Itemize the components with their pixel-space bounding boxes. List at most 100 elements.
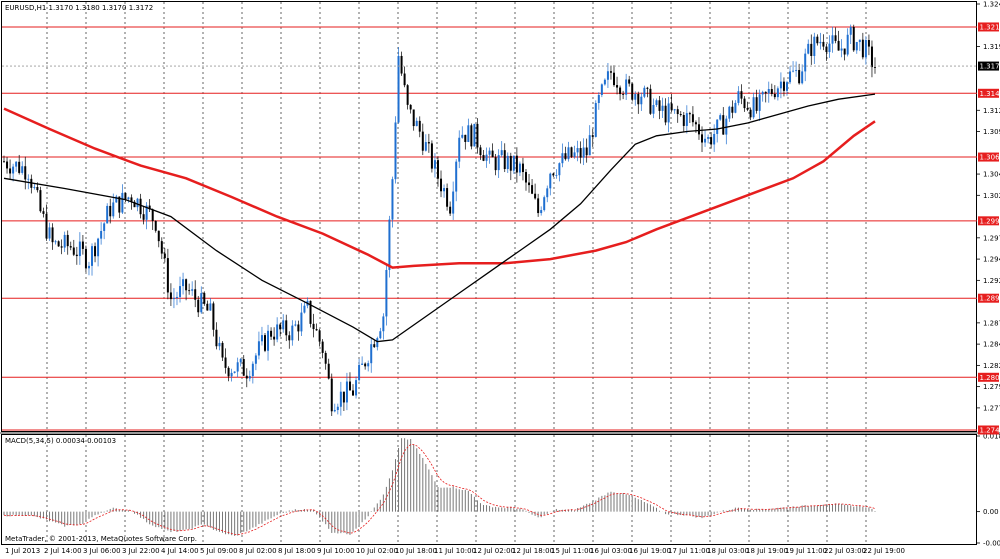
candle-body — [500, 150, 503, 156]
candle-body — [291, 325, 294, 341]
candle-body — [115, 196, 118, 203]
candle-body — [588, 135, 591, 156]
candle-body — [412, 109, 415, 127]
candle-body — [458, 137, 461, 162]
candle-body — [540, 210, 543, 214]
price-candles — [3, 24, 876, 416]
candle-body — [606, 71, 609, 80]
candle-body — [518, 163, 521, 173]
candle-body — [810, 43, 813, 56]
candle-body — [558, 163, 561, 176]
candle-body — [831, 35, 834, 44]
level-labels: 1.32181.31401.30651.29901.28991.28061.27… — [978, 22, 1000, 435]
candle-body — [731, 106, 734, 113]
candle-body — [628, 79, 631, 84]
candle-body — [136, 198, 139, 208]
candle-body — [273, 336, 276, 340]
x-tick-label: 8 Jul 02:00 — [239, 547, 277, 555]
candle-body — [616, 85, 619, 88]
y-tick-label: 1.3095 — [983, 128, 1000, 136]
macd-axis: 0.01843 0.00 -0.00764 — [977, 433, 1000, 548]
candle-body — [603, 79, 606, 85]
candle-body — [704, 138, 707, 143]
candle-body — [767, 89, 770, 94]
candle-body — [449, 206, 452, 214]
candle-body — [637, 94, 640, 105]
candle-body — [358, 364, 361, 381]
candle-body — [710, 137, 713, 145]
candle-body — [267, 330, 270, 351]
candle-body — [861, 39, 864, 58]
candle-body — [294, 324, 297, 326]
candle-body — [224, 357, 227, 368]
candle-body — [303, 305, 306, 313]
candle-body — [734, 102, 737, 113]
candle-body — [561, 153, 564, 164]
level-label-bg — [978, 293, 999, 303]
x-tick-label: 19 Jul 11:00 — [785, 547, 827, 555]
candle-body — [179, 286, 182, 297]
candle-body — [619, 87, 622, 95]
x-tick-label: 9 Jul 10:00 — [317, 547, 355, 555]
candle-body — [172, 298, 175, 300]
candle-body — [54, 241, 57, 243]
candle-body — [864, 40, 867, 58]
price-axis: 1.3245 1.3195 1.3120 1.3095 1.3045 1.3020 1.29… — [977, 1, 1000, 412]
x-tick-label: 16 Jul 19:00 — [629, 547, 671, 555]
level-label-bg — [978, 88, 999, 98]
candle-body — [576, 148, 579, 153]
x-tick-label: 12 Jul 02:00 — [473, 547, 515, 555]
candle-body — [555, 175, 558, 177]
candle-body — [197, 299, 200, 313]
candle-body — [436, 160, 439, 179]
macd-panel-frame — [1, 434, 977, 545]
candle-body — [652, 105, 655, 114]
candle-body — [78, 241, 81, 257]
candle-body — [367, 363, 370, 367]
candle-body — [248, 376, 251, 379]
candle-body — [324, 352, 327, 364]
candle-body — [634, 94, 637, 100]
candle-body — [664, 105, 667, 123]
level-label: 1.2899 — [980, 295, 1000, 303]
candle-body — [679, 114, 682, 116]
candle-body — [6, 161, 9, 169]
candle-body — [543, 197, 546, 211]
candle-body — [455, 161, 458, 192]
candle-body — [36, 186, 39, 191]
candle-body — [746, 108, 749, 110]
candle-body — [148, 205, 151, 210]
candle-body — [667, 103, 670, 123]
candle-body — [109, 205, 112, 217]
candle-body — [685, 113, 688, 126]
candle-body — [15, 161, 18, 167]
candle-body — [655, 100, 658, 106]
candle-body — [309, 300, 312, 324]
candle-body — [867, 40, 870, 47]
candle-body — [497, 155, 500, 171]
candle-body — [761, 91, 764, 95]
candle-body — [239, 359, 242, 363]
candle-body — [75, 254, 78, 257]
candle-body — [133, 201, 136, 208]
candle-body — [658, 100, 661, 111]
candle-body — [327, 363, 330, 379]
candle-body — [42, 211, 45, 214]
candle-body — [582, 147, 585, 158]
candle-body — [379, 331, 382, 339]
candle-body — [373, 344, 376, 348]
candle-body — [792, 70, 795, 72]
candle-body — [60, 246, 63, 248]
candle-body — [91, 246, 94, 266]
candle-body — [521, 163, 524, 173]
time-axis: 1 Jul 2013 2 Jul 14:00 3 Jul 06:00 3 Jul 22… — [5, 547, 905, 555]
candle-body — [528, 182, 531, 186]
candle-body — [728, 106, 731, 119]
candle-body — [385, 269, 388, 317]
candle-body — [452, 191, 455, 214]
candle-body — [270, 330, 273, 337]
candle-body — [804, 53, 807, 72]
candle-body — [719, 115, 722, 120]
candle-body — [200, 293, 203, 313]
